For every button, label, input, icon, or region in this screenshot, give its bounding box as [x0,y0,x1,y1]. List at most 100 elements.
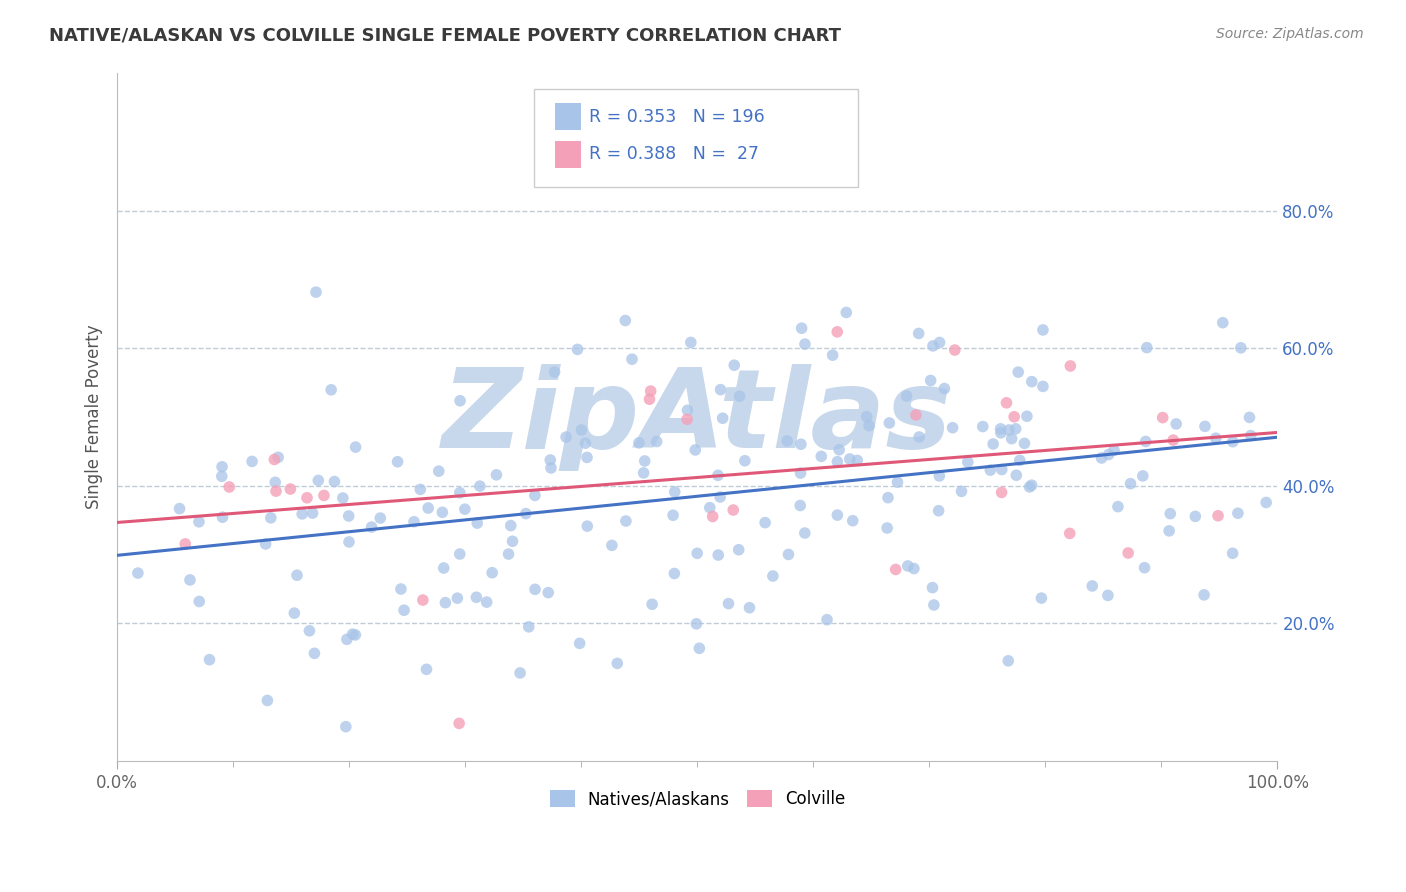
Point [1031,591,1053,606]
Point [344,440,367,454]
Point [1132,469,1154,483]
Point [305,285,328,299]
Point [538,453,561,467]
Point [218,480,240,494]
Point [634,454,657,468]
Point [717,597,740,611]
Point [1152,410,1174,425]
Point [1230,341,1253,355]
Point [211,469,233,483]
Point [1059,526,1081,541]
Point [728,389,751,403]
Point [307,474,329,488]
Point [723,358,745,372]
Point [879,416,901,430]
Point [876,521,898,535]
Point [555,430,578,444]
Point [499,518,522,533]
Point [934,382,956,396]
Point [1194,419,1216,434]
Point [1135,434,1157,449]
Point [789,466,811,480]
Point [662,508,685,523]
Text: R = 0.388   N =  27: R = 0.388 N = 27 [589,145,759,163]
Point [301,506,323,520]
Point [264,484,287,499]
Point [793,526,815,541]
Point [711,411,734,425]
Point [778,548,800,562]
Point [707,548,730,562]
Point [254,537,277,551]
Point [921,581,943,595]
Point [835,305,858,319]
Point [1159,507,1181,521]
Point [1166,417,1188,431]
Point [855,409,877,424]
Point [468,479,491,493]
Point [877,491,900,505]
Point [709,383,731,397]
Point [576,450,599,465]
Point [402,515,425,529]
Point [896,389,918,403]
Point [1256,495,1278,509]
Point [886,475,908,490]
Point [1059,359,1081,373]
Point [676,403,699,417]
Point [321,383,343,397]
Point [485,467,508,482]
Point [685,442,707,457]
Point [517,620,540,634]
Point [188,594,211,608]
Point [465,516,488,530]
Point [838,452,860,467]
Point [295,491,318,505]
Point [858,418,880,433]
Point [523,488,546,502]
Point [1222,546,1244,560]
Point [997,654,1019,668]
Point [543,365,565,379]
Point [827,455,849,469]
Point [475,595,498,609]
Point [621,352,644,367]
Point [1098,447,1121,461]
Point [1161,433,1184,447]
Point [1015,409,1038,424]
Point [1239,410,1261,425]
Point [260,511,283,525]
Text: Source: ZipAtlas.com: Source: ZipAtlas.com [1216,27,1364,41]
Point [515,507,537,521]
Point [928,469,950,483]
Point [1102,443,1125,458]
Point [600,538,623,552]
Point [481,566,503,580]
Point [432,505,454,519]
Point [998,423,1021,437]
Point [776,434,799,448]
Point [640,384,662,398]
Point [727,542,749,557]
Point [903,561,925,575]
Point [1192,588,1215,602]
Point [342,627,364,641]
Point [571,423,593,437]
Point [828,442,851,457]
Point [387,455,409,469]
Point [821,348,844,362]
Point [1212,316,1234,330]
Point [614,313,637,327]
Point [291,507,314,521]
Point [1240,428,1263,442]
Point [920,374,942,388]
Point [169,501,191,516]
Point [174,537,197,551]
Point [280,482,302,496]
Point [211,459,233,474]
Point [702,509,724,524]
Point [335,720,357,734]
Point [1205,431,1227,445]
Point [567,343,589,357]
Point [943,343,966,357]
